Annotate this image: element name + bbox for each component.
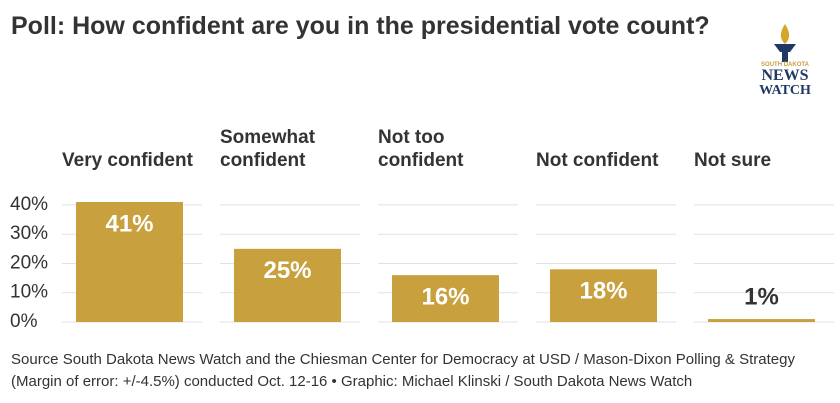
bar xyxy=(550,269,657,322)
chart-title: Poll: How confident are you in the presi… xyxy=(11,12,710,40)
value-label: 1% xyxy=(744,283,779,310)
value-label: 41% xyxy=(105,210,153,237)
value-label: 25% xyxy=(263,257,311,284)
value-label: 16% xyxy=(421,284,469,311)
bar xyxy=(76,202,183,322)
y-tick-label: 20% xyxy=(10,252,48,273)
value-label: 18% xyxy=(579,278,627,305)
logo-top: SOUTH DAKOTA xyxy=(761,62,809,68)
logo-line: NEWS xyxy=(761,67,809,84)
source-note: Source South Dakota News Watch and the C… xyxy=(11,351,795,390)
bar xyxy=(392,275,499,322)
bar xyxy=(708,319,815,322)
bar xyxy=(234,248,341,322)
category-label: Very confident xyxy=(62,150,193,171)
y-tick-label: 0% xyxy=(10,311,38,332)
y-tick-label: 30% xyxy=(10,223,48,244)
y-tick-label: 40% xyxy=(10,194,48,215)
category-label: Not too confident xyxy=(378,127,464,171)
logo: SOUTH DAKOTA NEWS WATCH xyxy=(752,22,818,98)
category-label: Somewhat confident xyxy=(220,127,316,171)
logo-line: WATCH xyxy=(759,83,811,98)
logo-torch xyxy=(774,24,796,62)
y-tick-label: 10% xyxy=(10,282,48,303)
category-label: Not sure xyxy=(694,150,772,171)
category-label: Not confident xyxy=(536,150,659,171)
